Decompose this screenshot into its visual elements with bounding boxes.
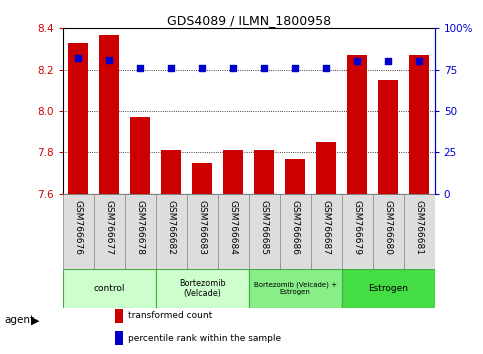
Bar [254,150,274,194]
Point [322,65,330,71]
Point [74,55,82,61]
Point [199,65,206,71]
Text: Bortezomib (Velcade) +
Estrogen: Bortezomib (Velcade) + Estrogen [254,281,337,295]
Point [415,58,423,64]
Bar [249,194,280,269]
Text: GSM766679: GSM766679 [353,200,362,255]
Point [384,58,392,64]
Text: agent: agent [5,315,35,325]
Text: percentile rank within the sample: percentile rank within the sample [128,334,281,343]
Text: GSM766683: GSM766683 [198,200,207,255]
Bar [63,194,94,269]
Bar [342,269,435,308]
Bar [63,269,156,308]
Bar [99,35,119,194]
Bar [125,194,156,269]
Point [354,58,361,64]
Text: GSM766684: GSM766684 [229,200,238,255]
Bar [404,194,435,269]
Bar [285,159,305,194]
Bar [156,194,187,269]
Bar [280,194,311,269]
Bar [249,269,342,308]
Bar [115,331,123,345]
Bar [161,150,181,194]
Bar [218,194,249,269]
Text: GSM766677: GSM766677 [105,200,114,255]
Bar [378,80,398,194]
Text: control: control [94,284,125,293]
Point [260,65,268,71]
Text: Estrogen: Estrogen [368,284,408,293]
Text: GSM766676: GSM766676 [74,200,83,255]
Point [168,65,175,71]
Bar [94,194,125,269]
Bar [68,43,88,194]
Text: GSM766682: GSM766682 [167,200,176,255]
Bar [187,194,218,269]
Text: GSM766685: GSM766685 [260,200,269,255]
Point [229,65,237,71]
Point [291,65,299,71]
Bar [342,194,373,269]
Bar [409,55,429,194]
Bar [130,117,150,194]
Bar [223,150,243,194]
Text: GSM766686: GSM766686 [291,200,300,255]
Bar [316,142,336,194]
Point [105,57,113,63]
Text: GSM766680: GSM766680 [384,200,393,255]
Bar [156,269,249,308]
Text: transformed count: transformed count [128,311,212,320]
Text: GSM766681: GSM766681 [415,200,424,255]
Bar [347,55,367,194]
Bar [192,162,213,194]
Bar [311,194,342,269]
Text: GSM766678: GSM766678 [136,200,145,255]
Text: Bortezomib
(Velcade): Bortezomib (Velcade) [179,279,226,298]
Title: GDS4089 / ILMN_1800958: GDS4089 / ILMN_1800958 [167,14,331,27]
Bar [115,309,123,323]
Point [136,65,144,71]
Text: GSM766687: GSM766687 [322,200,331,255]
Text: ▶: ▶ [31,315,40,325]
Bar [373,194,404,269]
